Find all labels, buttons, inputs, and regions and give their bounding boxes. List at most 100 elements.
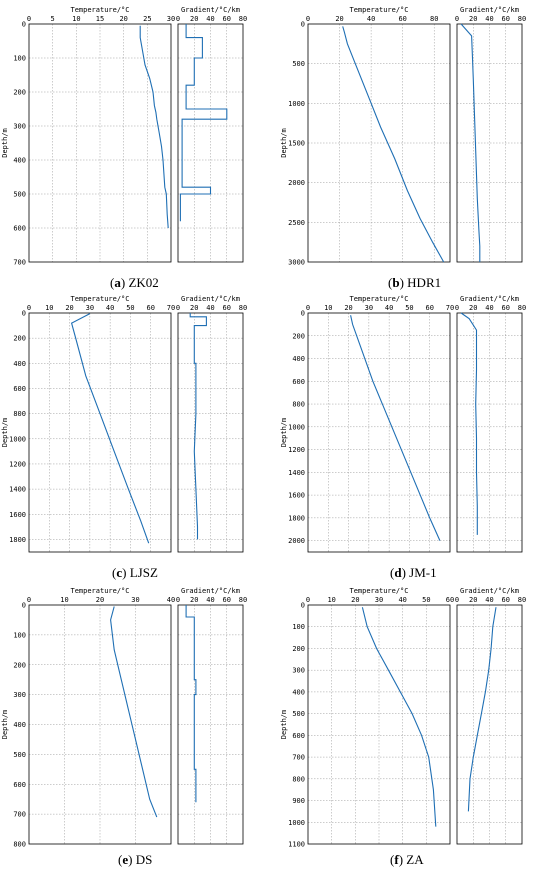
depth-tick-label-d: 1600	[288, 492, 305, 500]
depth-tick-label-f: 0	[301, 602, 305, 610]
temperature-tick-label-f: 40	[398, 596, 406, 604]
temperature-tick-label-d: 0	[306, 304, 310, 312]
gradient-tick-label-a: 60	[223, 15, 231, 23]
caption-e: (e) DS	[118, 852, 153, 867]
temperature-tick-label-b: 80	[430, 15, 438, 23]
temperature-tick-label-a: 10	[72, 15, 80, 23]
depth-tick-label-b: 1000	[288, 100, 305, 108]
gradient-tick-label-c: 60	[223, 304, 231, 312]
temperature-axes-frame-c	[28, 312, 172, 553]
gradient-tick-label-c: 40	[206, 304, 214, 312]
temperature-tick-label-a: 25	[143, 15, 151, 23]
gradient-line-f	[467, 607, 497, 812]
depth-tick-label-f: 600	[292, 732, 305, 740]
gradient-line-b	[460, 23, 481, 262]
depth-tick-label-d: 600	[292, 378, 305, 386]
temperature-tick-label-d: 70	[446, 304, 454, 312]
depth-tick-label-c: 1600	[9, 511, 26, 519]
depth-tick-label-c: 400	[13, 360, 26, 368]
depth-axis-title-e: Depth/m	[1, 710, 9, 740]
depth-tick-label-f: 1000	[288, 819, 305, 827]
gradient-axes-frame-b	[456, 23, 523, 263]
depth-tick-label-a: 300	[13, 123, 26, 131]
gradient-tick-label-e: 80	[239, 596, 247, 604]
depth-axis-title-b: Depth/m	[280, 128, 288, 158]
temperature-tick-label-a: 30	[167, 15, 175, 23]
temperature-tick-label-c: 40	[106, 304, 114, 312]
temperature-tick-label-f: 30	[375, 596, 383, 604]
temperature-tick-label-b: 40	[367, 15, 375, 23]
temperature-tick-label-f: 50	[422, 596, 430, 604]
depth-tick-label-d: 0	[301, 310, 305, 318]
depth-tick-label-f: 100	[292, 623, 305, 631]
depth-tick-label-c: 200	[13, 335, 26, 343]
depth-tick-label-f: 300	[292, 667, 305, 675]
depth-tick-label-f: 1100	[288, 841, 305, 849]
depth-tick-label-b: 2500	[288, 219, 305, 227]
temperature-axis-title-c: Temperature/°C	[70, 295, 129, 303]
depth-tick-label-c: 1800	[9, 536, 26, 544]
temperature-tick-label-e: 30	[131, 596, 139, 604]
depth-tick-label-d: 1800	[288, 514, 305, 522]
gradient-tick-label-f: 40	[485, 596, 493, 604]
gradient-tick-label-b: 20	[469, 15, 477, 23]
depth-tick-label-c: 1000	[9, 435, 26, 443]
temperature-tick-label-e: 20	[96, 596, 104, 604]
gradient-tick-label-d: 80	[518, 304, 526, 312]
temperature-line-c	[70, 313, 150, 544]
temperature-line-a	[139, 25, 169, 229]
temperature-tick-label-d: 20	[344, 304, 352, 312]
depth-tick-label-d: 200	[292, 332, 305, 340]
gradient-tick-label-a: 0	[176, 15, 180, 23]
temperature-axes-frame-b	[307, 23, 451, 263]
gradient-tick-label-d: 0	[455, 304, 459, 312]
temperature-tick-label-a: 5	[51, 15, 55, 23]
temperature-tick-label-e: 0	[27, 596, 31, 604]
depth-tick-label-b: 3000	[288, 259, 305, 267]
gradient-tick-label-b: 40	[485, 15, 493, 23]
depth-tick-label-e: 700	[13, 811, 26, 819]
gradient-tick-label-a: 40	[206, 15, 214, 23]
temperature-tick-label-b: 20	[335, 15, 343, 23]
temperature-tick-label-a: 20	[119, 15, 127, 23]
gradient-axis-title-a: Gradient/°C/km	[181, 6, 240, 14]
gradient-tick-label-d: 40	[485, 304, 493, 312]
gradient-line-a	[179, 24, 228, 222]
depth-tick-label-b: 2000	[288, 179, 305, 187]
temperature-tick-label-d: 40	[385, 304, 393, 312]
temperature-tick-label-f: 60	[446, 596, 454, 604]
caption-b: (b) HDR1	[388, 275, 442, 290]
gradient-axes-frame-f	[456, 604, 523, 845]
temperature-tick-label-d: 50	[405, 304, 413, 312]
gradient-tick-label-c: 0	[176, 304, 180, 312]
caption-f: (f) ZA	[390, 852, 424, 867]
depth-tick-label-d: 1000	[288, 423, 305, 431]
depth-tick-label-e: 0	[22, 602, 26, 610]
depth-tick-label-e: 100	[13, 631, 26, 639]
temperature-axis-title-b: Temperature/°C	[349, 6, 408, 14]
gradient-tick-label-b: 60	[502, 15, 510, 23]
gradient-axes-frame-c	[177, 312, 244, 553]
temperature-axis-title-f: Temperature/°C	[349, 587, 408, 595]
temperature-line-e	[110, 606, 158, 818]
caption-c: (c) LJSZ	[112, 565, 158, 580]
depth-tick-label-b: 500	[292, 60, 305, 68]
depth-tick-label-c: 1200	[9, 460, 26, 468]
depth-tick-label-f: 800	[292, 775, 305, 783]
temperature-axes-frame-a	[28, 23, 172, 263]
gradient-axis-title-e: Gradient/°C/km	[181, 587, 240, 595]
depth-tick-label-f: 400	[292, 688, 305, 696]
depth-tick-label-a: 0	[22, 21, 26, 29]
temperature-tick-label-c: 60	[146, 304, 154, 312]
gradient-tick-label-f: 60	[502, 596, 510, 604]
gradient-tick-label-d: 20	[469, 304, 477, 312]
gradient-tick-label-c: 80	[239, 304, 247, 312]
gradient-line-c	[189, 313, 207, 540]
depth-tick-label-f: 700	[292, 754, 305, 762]
gradient-tick-label-a: 80	[239, 15, 247, 23]
temperature-tick-label-e: 40	[167, 596, 175, 604]
depth-tick-label-c: 0	[22, 310, 26, 318]
temperature-tick-label-e: 10	[60, 596, 68, 604]
depth-tick-label-e: 500	[13, 751, 26, 759]
temperature-tick-label-a: 0	[27, 15, 31, 23]
